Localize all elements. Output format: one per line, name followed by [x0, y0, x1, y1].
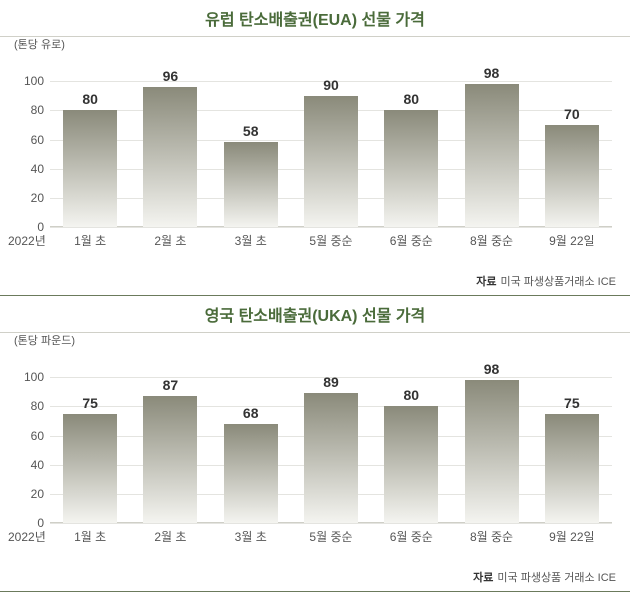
x-tick-label: 2월 초	[130, 528, 210, 545]
y-tick-label: 40	[20, 458, 44, 472]
y-tick-label: 60	[20, 133, 44, 147]
grid-line	[50, 523, 612, 524]
bar-value-label: 89	[323, 374, 339, 390]
bar-value-label: 70	[564, 106, 580, 122]
bar-value-label: 80	[403, 91, 419, 107]
chart-title: 영국 탄소배출권(UKA) 선물 가격	[0, 296, 630, 326]
source-prefix: 자료	[476, 276, 496, 288]
bar	[63, 110, 117, 227]
x-tick-label: 3월 초	[211, 528, 291, 545]
bar-value-label: 98	[484, 361, 500, 377]
chart-panel: 영국 탄소배출권(UKA) 선물 가격(톤당 파운드)0204060801007…	[0, 296, 630, 592]
chart-panel: 유럽 탄소배출권(EUA) 선물 가격(톤당 유로)02040608010080…	[0, 0, 630, 296]
bar	[143, 396, 197, 523]
source-line: 자료 미국 파생상품거래소 ICE	[476, 273, 616, 289]
bar	[545, 125, 599, 227]
bar	[304, 96, 358, 227]
bar	[465, 380, 519, 523]
bar-value-label: 80	[82, 91, 98, 107]
bar	[224, 142, 278, 227]
bar-value-label: 75	[82, 395, 98, 411]
x-tick-label: 6월 중순	[371, 528, 451, 545]
y-tick-label: 40	[20, 162, 44, 176]
bar-value-label: 98	[484, 65, 500, 81]
bar-slot: 68	[211, 348, 291, 523]
title-divider	[0, 332, 630, 333]
bar-slot: 58	[211, 52, 291, 227]
bar	[465, 84, 519, 227]
x-tick-label: 2월 초	[130, 232, 210, 249]
bar	[384, 110, 438, 227]
bar-slot: 98	[451, 348, 531, 523]
plot-area: 02040608010080965890809870	[50, 52, 612, 227]
x-tick-label: 8월 중순	[451, 528, 531, 545]
x-tick-label: 9월 22일	[532, 232, 612, 249]
bar	[63, 414, 117, 523]
y-tick-label: 80	[20, 399, 44, 413]
bar	[384, 406, 438, 523]
y-tick-label: 20	[20, 191, 44, 205]
bar-slot: 89	[291, 348, 371, 523]
bar-slot: 96	[130, 52, 210, 227]
bar-slot: 90	[291, 52, 371, 227]
bar-slot: 70	[532, 52, 612, 227]
bars-container: 80 96 58 90 80 98 70	[50, 52, 612, 227]
y-tick-label: 60	[20, 429, 44, 443]
bar-slot: 98	[451, 52, 531, 227]
title-divider	[0, 36, 630, 37]
plot-area: 02040608010075876889809875	[50, 348, 612, 523]
x-tick-label: 9월 22일	[532, 528, 612, 545]
bar-value-label: 80	[403, 387, 419, 403]
bars-container: 75 87 68 89 80 98 75	[50, 348, 612, 523]
y-tick-label: 100	[20, 370, 44, 384]
y-tick-label: 80	[20, 103, 44, 117]
bar	[143, 87, 197, 227]
x-tick-label: 6월 중순	[371, 232, 451, 249]
chart-title: 유럽 탄소배출권(EUA) 선물 가격	[0, 0, 630, 30]
x-tick-label: 5월 중순	[291, 528, 371, 545]
bar-slot: 80	[50, 52, 130, 227]
grid-line	[50, 227, 612, 228]
bar-value-label: 87	[163, 377, 179, 393]
y-axis-unit: (톤당 파운드)	[14, 332, 75, 348]
source-line: 자료 미국 파생상품 거래소 ICE	[473, 569, 616, 585]
bar-slot: 87	[130, 348, 210, 523]
x-axis-year: 2022년	[8, 232, 46, 249]
bar-value-label: 68	[243, 405, 259, 421]
bar-slot: 75	[50, 348, 130, 523]
x-tick-label: 5월 중순	[291, 232, 371, 249]
source-text: 미국 파생상품거래소 ICE	[500, 276, 616, 288]
y-axis-unit: (톤당 유로)	[14, 36, 65, 52]
bar-value-label: 90	[323, 77, 339, 93]
bar	[304, 393, 358, 523]
bar	[224, 424, 278, 523]
bar-slot: 80	[371, 52, 451, 227]
x-axis-year: 2022년	[8, 528, 46, 545]
x-tick-label: 8월 중순	[451, 232, 531, 249]
bar-value-label: 75	[564, 395, 580, 411]
x-labels-row: 1월 초2월 초3월 초5월 중순6월 중순8월 중순9월 22일	[50, 232, 612, 249]
bar-slot: 75	[532, 348, 612, 523]
bar-value-label: 58	[243, 123, 259, 139]
x-tick-label: 1월 초	[50, 528, 130, 545]
bar	[545, 414, 599, 523]
source-text: 미국 파생상품 거래소 ICE	[497, 572, 616, 584]
y-tick-label: 100	[20, 74, 44, 88]
bar-value-label: 96	[163, 68, 179, 84]
x-tick-label: 3월 초	[211, 232, 291, 249]
source-prefix: 자료	[473, 572, 493, 584]
x-labels-row: 1월 초2월 초3월 초5월 중순6월 중순8월 중순9월 22일	[50, 528, 612, 545]
y-tick-label: 20	[20, 487, 44, 501]
x-tick-label: 1월 초	[50, 232, 130, 249]
bar-slot: 80	[371, 348, 451, 523]
